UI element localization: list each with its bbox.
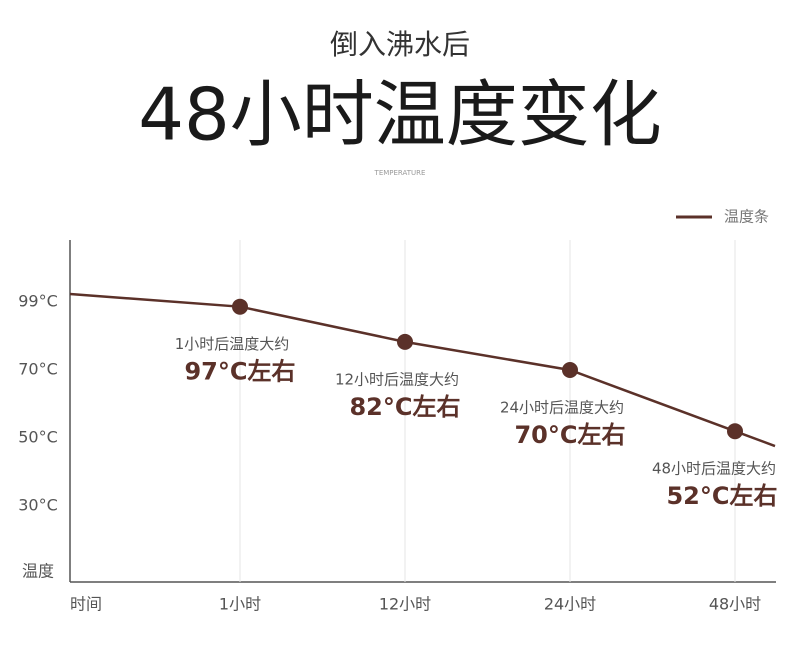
data-label: 70°C左右 xyxy=(514,421,625,449)
y-axis-label: 温度 xyxy=(22,562,54,581)
series-line xyxy=(239,305,736,433)
data-point xyxy=(562,362,578,378)
data-point xyxy=(397,333,413,350)
x-axis-label: 时间 xyxy=(70,595,102,614)
data-point xyxy=(232,298,248,315)
line-extension xyxy=(69,292,241,308)
annotation: 48小时后温度大约 xyxy=(652,460,776,478)
legend-label: 温度条 xyxy=(724,208,769,226)
chart-caption: TEMPERATURE xyxy=(374,169,426,177)
x-tick-label: 12小时 xyxy=(379,595,431,614)
y-tick-label: 50°C xyxy=(18,428,58,447)
y-tick-label: 70°C xyxy=(18,360,58,379)
annotation: 12小时后温度大约 xyxy=(335,370,459,388)
chart-title: 48小时温度变化 xyxy=(138,73,662,157)
annotation: 1小时后温度大约 xyxy=(175,335,290,353)
x-tick-label: 48小时 xyxy=(709,595,761,614)
data-point xyxy=(727,423,743,440)
x-tick-label: 1小时 xyxy=(219,595,261,614)
x-tick-label: 24小时 xyxy=(544,595,596,614)
y-tick-label: 99°C xyxy=(18,292,58,311)
data-label: 52°C左右 xyxy=(666,482,777,510)
annotation: 24小时后温度大约 xyxy=(500,399,624,417)
chart-subtitle: 倒入沸水后 xyxy=(330,28,470,61)
y-tick-label: 30°C xyxy=(18,496,58,515)
data-label: 97°C左右 xyxy=(184,358,295,386)
data-label: 82°C左右 xyxy=(349,393,460,421)
